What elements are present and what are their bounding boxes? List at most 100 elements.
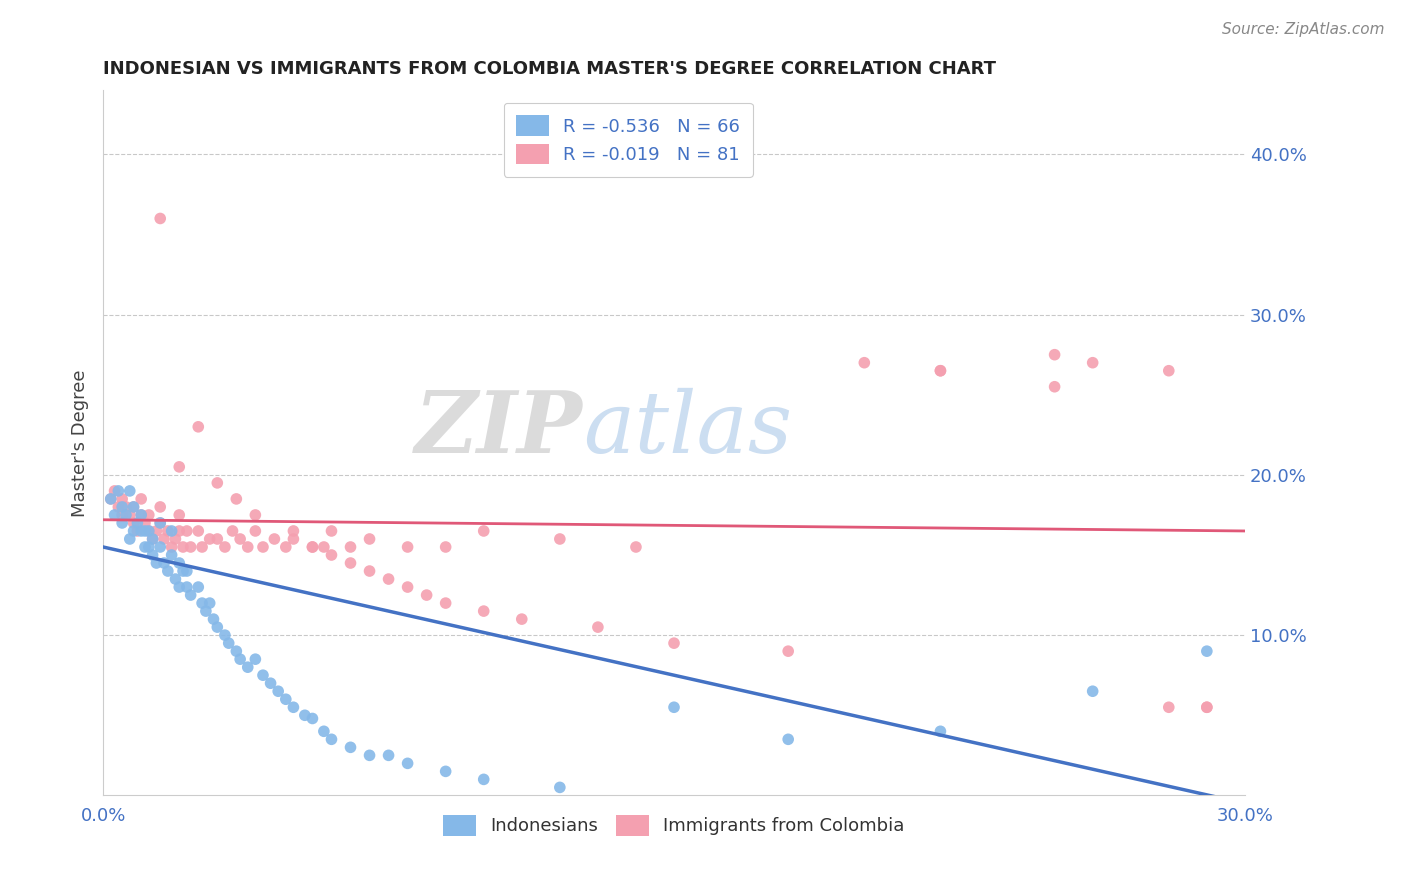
Point xyxy=(165,532,187,546)
Point xyxy=(103,483,125,498)
Point xyxy=(187,419,209,434)
Point xyxy=(167,556,190,570)
Point xyxy=(127,516,149,530)
Point xyxy=(149,540,172,554)
Point xyxy=(103,508,125,522)
Point xyxy=(252,540,274,554)
Point xyxy=(180,540,202,554)
Point xyxy=(167,459,190,474)
Point xyxy=(134,516,156,530)
Point xyxy=(301,540,323,554)
Point xyxy=(225,491,247,506)
Y-axis label: Master's Degree: Master's Degree xyxy=(72,369,89,516)
Point xyxy=(283,532,305,546)
Point xyxy=(122,500,145,514)
Point xyxy=(259,676,281,690)
Point xyxy=(149,500,172,514)
Point xyxy=(1195,700,1218,714)
Point xyxy=(548,532,571,546)
Point xyxy=(274,692,297,706)
Point xyxy=(1157,700,1180,714)
Point xyxy=(149,516,172,530)
Point xyxy=(283,700,305,714)
Point xyxy=(172,540,194,554)
Point xyxy=(180,588,202,602)
Point xyxy=(194,604,217,618)
Point xyxy=(274,540,297,554)
Point xyxy=(301,711,323,725)
Point xyxy=(321,548,343,562)
Point xyxy=(1195,700,1218,714)
Point xyxy=(129,491,152,506)
Point xyxy=(263,532,285,546)
Point xyxy=(176,564,198,578)
Point xyxy=(115,508,138,522)
Point xyxy=(142,532,165,546)
Point xyxy=(312,724,335,739)
Point xyxy=(1043,380,1066,394)
Point xyxy=(396,580,419,594)
Text: ZIP: ZIP xyxy=(415,387,582,470)
Point xyxy=(138,508,160,522)
Point xyxy=(127,524,149,538)
Point xyxy=(510,612,533,626)
Point xyxy=(245,524,267,538)
Point xyxy=(221,524,243,538)
Point xyxy=(129,508,152,522)
Point xyxy=(207,475,229,490)
Point xyxy=(118,532,141,546)
Point xyxy=(252,668,274,682)
Point xyxy=(191,540,214,554)
Point xyxy=(377,572,399,586)
Point xyxy=(138,540,160,554)
Point xyxy=(1081,356,1104,370)
Point xyxy=(434,764,457,779)
Point xyxy=(1043,348,1066,362)
Point xyxy=(245,652,267,666)
Point xyxy=(1081,684,1104,698)
Point xyxy=(359,748,381,763)
Point xyxy=(415,588,437,602)
Legend: Indonesians, Immigrants from Colombia: Indonesians, Immigrants from Colombia xyxy=(436,807,912,843)
Point xyxy=(586,620,609,634)
Point xyxy=(662,636,685,650)
Point xyxy=(149,211,172,226)
Point xyxy=(156,524,179,538)
Point xyxy=(1157,364,1180,378)
Point xyxy=(142,548,165,562)
Point xyxy=(214,540,236,554)
Point xyxy=(1195,644,1218,658)
Text: atlas: atlas xyxy=(582,387,792,470)
Point xyxy=(118,508,141,522)
Point xyxy=(100,491,122,506)
Point xyxy=(160,540,183,554)
Point xyxy=(245,508,267,522)
Point xyxy=(111,500,134,514)
Point xyxy=(434,540,457,554)
Point xyxy=(472,524,495,538)
Point xyxy=(122,524,145,538)
Point xyxy=(472,604,495,618)
Point xyxy=(111,491,134,506)
Point xyxy=(107,483,129,498)
Point xyxy=(377,748,399,763)
Point xyxy=(929,364,952,378)
Point xyxy=(301,540,323,554)
Point xyxy=(359,564,381,578)
Point xyxy=(229,532,252,546)
Point xyxy=(111,508,134,522)
Point xyxy=(662,700,685,714)
Point xyxy=(359,532,381,546)
Point xyxy=(156,564,179,578)
Point xyxy=(167,524,190,538)
Text: Source: ZipAtlas.com: Source: ZipAtlas.com xyxy=(1222,22,1385,37)
Point xyxy=(236,540,259,554)
Point xyxy=(129,524,152,538)
Point xyxy=(167,580,190,594)
Point xyxy=(778,732,800,747)
Point xyxy=(122,500,145,514)
Point xyxy=(145,556,167,570)
Point xyxy=(122,516,145,530)
Point xyxy=(107,500,129,514)
Point xyxy=(198,596,221,610)
